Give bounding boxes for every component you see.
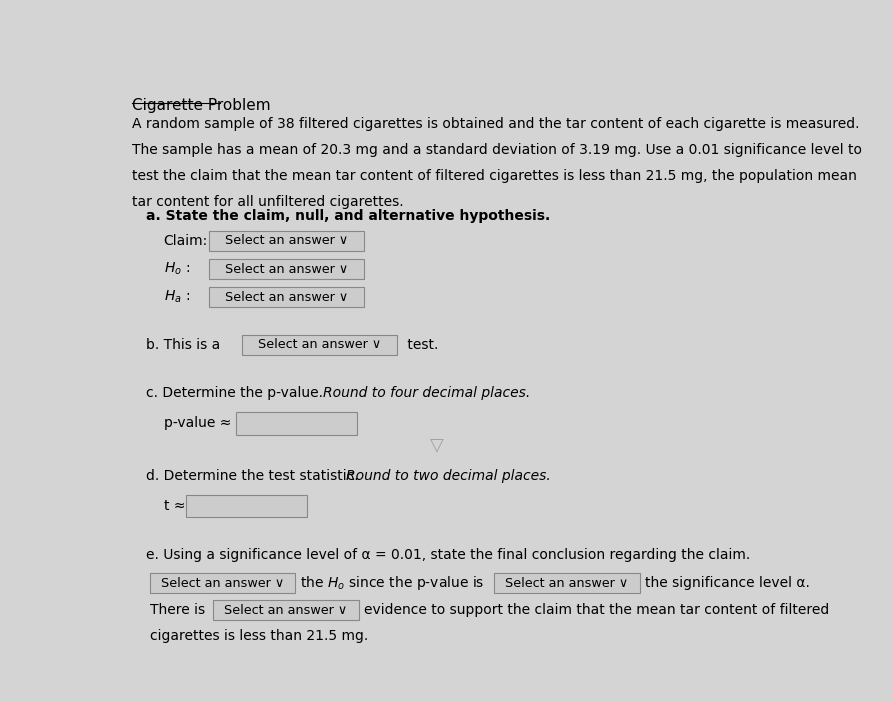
- Text: ▽: ▽: [430, 436, 444, 453]
- Text: Select an answer ∨: Select an answer ∨: [161, 576, 284, 590]
- Text: d. Determine the test statistic.: d. Determine the test statistic.: [146, 469, 363, 483]
- Text: There is: There is: [150, 603, 204, 617]
- Text: cigarettes is less than 21.5 mg.: cigarettes is less than 21.5 mg.: [150, 629, 368, 643]
- Text: the $H_o$ since the p-value is: the $H_o$ since the p-value is: [300, 574, 484, 592]
- FancyBboxPatch shape: [209, 259, 364, 279]
- Text: Select an answer ∨: Select an answer ∨: [225, 234, 348, 248]
- Text: test the claim that the mean tar content of filtered cigarettes is less than 21.: test the claim that the mean tar content…: [132, 168, 857, 183]
- FancyBboxPatch shape: [209, 287, 364, 307]
- Text: Select an answer ∨: Select an answer ∨: [225, 263, 348, 276]
- Text: c. Determine the p-value.: c. Determine the p-value.: [146, 386, 328, 400]
- Text: tar content for all unfiltered cigarettes.: tar content for all unfiltered cigarette…: [132, 194, 404, 208]
- Text: Round to four decimal places.: Round to four decimal places.: [322, 386, 530, 400]
- FancyBboxPatch shape: [150, 573, 295, 593]
- Text: p-value ≈: p-value ≈: [163, 416, 231, 430]
- FancyBboxPatch shape: [209, 231, 364, 251]
- Text: Cigarette Problem: Cigarette Problem: [132, 98, 271, 113]
- Text: Select an answer ∨: Select an answer ∨: [258, 338, 381, 351]
- Text: Select an answer ∨: Select an answer ∨: [224, 604, 347, 616]
- Text: Claim:: Claim:: [163, 234, 208, 248]
- Text: a. State the claim, null, and alternative hypothesis.: a. State the claim, null, and alternativ…: [146, 208, 550, 223]
- FancyBboxPatch shape: [213, 600, 359, 621]
- FancyBboxPatch shape: [242, 335, 397, 355]
- Text: evidence to support the claim that the mean tar content of filtered: evidence to support the claim that the m…: [363, 603, 829, 617]
- FancyBboxPatch shape: [236, 412, 357, 435]
- Text: test.: test.: [403, 338, 438, 352]
- Text: $H_o$ :: $H_o$ :: [163, 261, 189, 277]
- Text: The sample has a mean of 20.3 mg and a standard deviation of 3.19 mg. Use a 0.01: The sample has a mean of 20.3 mg and a s…: [132, 143, 863, 157]
- Text: Round to two decimal places.: Round to two decimal places.: [346, 469, 550, 483]
- Text: Select an answer ∨: Select an answer ∨: [505, 576, 629, 590]
- Text: $H_a$ :: $H_a$ :: [163, 289, 189, 305]
- FancyBboxPatch shape: [495, 573, 639, 593]
- FancyBboxPatch shape: [187, 494, 307, 517]
- Text: e. Using a significance level of α = 0.01, state the final conclusion regarding : e. Using a significance level of α = 0.0…: [146, 548, 750, 562]
- Text: t ≈: t ≈: [163, 499, 185, 513]
- Text: Select an answer ∨: Select an answer ∨: [225, 291, 348, 304]
- Text: b. This is a: b. This is a: [146, 338, 225, 352]
- Text: the significance level α.: the significance level α.: [645, 576, 809, 590]
- Text: A random sample of 38 filtered cigarettes is obtained and the tar content of eac: A random sample of 38 filtered cigarette…: [132, 117, 860, 131]
